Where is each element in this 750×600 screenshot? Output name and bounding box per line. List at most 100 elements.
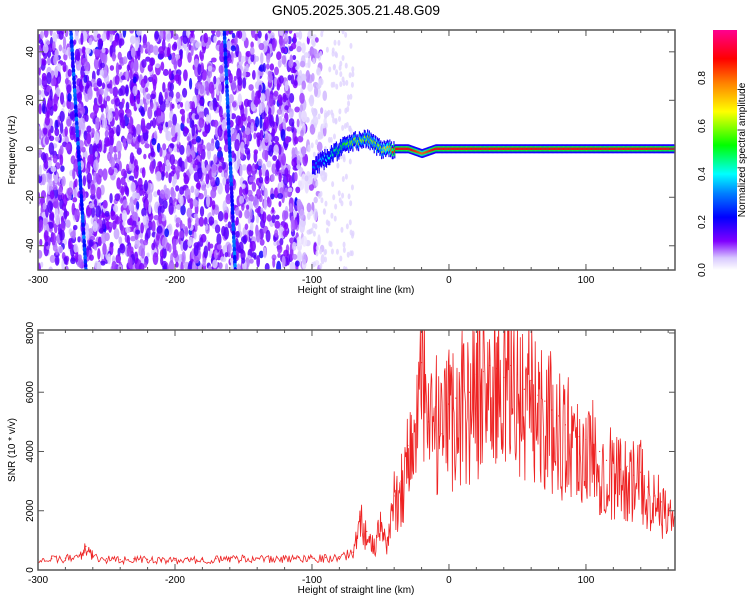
spectrogram-cell [341,124,345,131]
signal-track-core [383,146,385,149]
spectrogram-cell [58,30,64,40]
spectrogram-cell [271,254,277,261]
spectrogram-cell [311,48,318,55]
signal-track-core [478,147,480,150]
spectrogram-cell [273,135,279,143]
spectrogram-cell [341,176,345,183]
spectrogram-cell [75,251,79,263]
snr-data-point [51,558,53,560]
chart-title: GN05.2025.305.21.48.G09 [272,2,440,18]
signal-track-core [565,147,568,150]
signal-track-core [426,150,428,154]
spectrogram-cell [42,127,48,135]
signal-track-core [467,147,469,150]
signal-track-core [330,150,333,154]
signal-track-core [411,148,413,152]
spectrogram-cell [64,77,69,85]
signal-track-core [610,147,612,150]
spectrogram-cell [122,199,128,209]
signal-track-core [359,138,361,141]
spectrogram-cell [138,262,145,270]
spectrogram-cell [49,254,56,264]
spectrogram-cell [244,105,248,118]
spectrogram-cell [168,259,175,270]
spectrogram-cell [155,63,160,69]
spectrogram-cell [218,65,224,74]
spectrogram-cell [87,87,93,100]
spectrogram-cell [255,214,260,224]
spectrogram-cell [346,251,350,258]
signal-track-core [576,147,578,150]
snr-data-point [647,486,649,488]
signal-track-core [313,165,315,169]
spectrogram-cell [190,185,195,194]
spectrogram-cell [276,108,283,115]
spectrogram-cell [119,85,126,96]
spectrogram-cell [280,47,286,54]
signal-track-core [662,147,665,150]
spectrogram-cell [350,250,354,257]
snr-xtick-label: 100 [578,575,595,586]
spectrogram-cell [299,208,305,221]
signal-track-core [427,150,429,153]
spectrogram-cell [189,77,193,90]
spectrogram-cell [86,132,91,145]
snr-data-point [373,545,375,547]
spectrogram-cell [239,164,243,177]
spectrogram-cell [102,243,107,256]
colorbar-tick-label: 0.2 [697,215,708,229]
spectrogram-cell [74,30,79,42]
spectrogram-cell [317,131,321,138]
spectrogram-cell [57,245,64,254]
spectrogram-cell [241,164,247,171]
signal-track-core [354,136,356,140]
spectrogram-cell [316,141,323,152]
spectrogram-cell [182,240,188,251]
snr-data-point [640,471,642,473]
spectrogram-ytick-label: -20 [25,190,36,205]
spectrogram-cell [278,200,282,207]
spectrogram-cell [240,249,246,261]
spectrogram-cell [334,118,338,125]
spectrogram-cell [293,80,298,86]
signal-track-core [614,147,616,150]
spectrogram-cell [351,66,355,73]
spectrogram-cell [267,197,272,208]
signal-track-core [568,147,570,150]
spectrogram-cell [66,118,72,127]
spectrogram-cell [219,156,225,163]
spectrogram-cell [210,30,216,35]
signal-track-core [459,147,462,150]
spectrogram-cell [85,229,90,241]
signal-track-core [393,146,395,150]
spectrogram-cell [295,186,301,194]
signal-track-core [413,149,415,152]
spectrogram-cell [305,69,311,83]
spectrogram-cell [262,247,267,259]
spectrogram-cell [47,200,53,214]
snr-data-point [605,459,608,461]
signal-track-core [367,140,370,143]
signal-track-core [314,166,316,170]
spectrogram-cell [191,138,198,145]
signal-track-core [611,147,614,150]
signal-track-core [410,148,412,151]
spectrogram-cell [258,176,264,184]
spectrogram-cell [198,117,205,129]
spectrogram-cell [74,208,80,221]
signal-track-core [529,147,531,150]
spectrogram-cell [292,241,297,251]
spectrogram-cell [306,202,312,213]
spectrogram-cell [173,41,178,50]
signal-track-core [600,147,602,150]
spectrogram-cell [107,152,111,161]
spectrogram-cell [270,173,275,182]
spectrogram-cell [146,93,152,100]
spectrogram-cell [145,56,151,62]
snr-data-point [352,551,354,553]
spectrogram-cell [59,228,63,241]
spectrogram-cell [184,100,190,112]
spectrogram-cell [310,227,314,234]
signal-track-core [468,147,470,150]
spectrogram-cell [128,123,133,137]
